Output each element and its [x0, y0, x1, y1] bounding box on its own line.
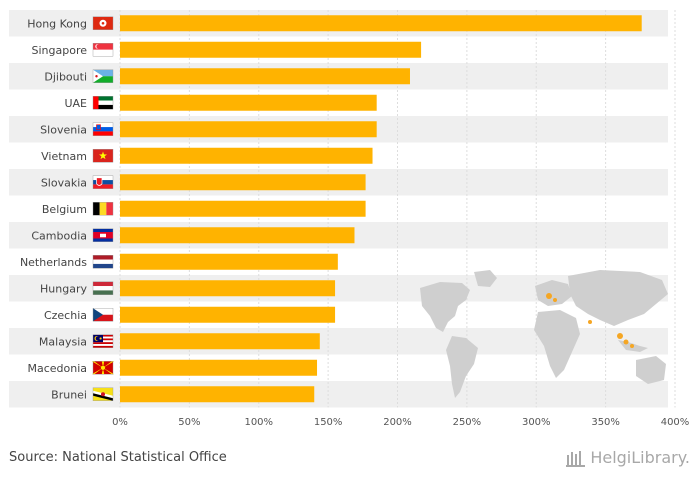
x-tick-label: 50%: [178, 417, 200, 428]
x-tick-label: 0%: [112, 417, 128, 428]
bar: [120, 333, 320, 350]
x-axis-ticks: 0% 50% 100% 150% 200% 250% 300% 350% 400%: [112, 417, 689, 428]
flags: [91, 16, 115, 401]
bar: [120, 41, 422, 58]
cambodia-flag-icon: [92, 228, 114, 242]
bar: [120, 280, 336, 297]
x-tick-label: 350%: [591, 417, 620, 428]
category-label: UAE: [64, 97, 87, 110]
belgium-flag-icon: [92, 202, 114, 216]
category-label: Slovenia: [40, 123, 87, 136]
slovakia-flag-icon: [92, 175, 114, 189]
bar: [120, 306, 336, 323]
bar: [120, 121, 377, 138]
category-label: Singapore: [32, 44, 88, 57]
library-icon: [566, 450, 586, 467]
uae-flag-icon: [92, 96, 114, 110]
category-label: Czechia: [44, 309, 87, 322]
brunei-flag-icon: [92, 387, 114, 401]
bar: [120, 200, 366, 217]
djibouti-flag-icon: [92, 69, 114, 83]
malaysia-flag-icon: [92, 334, 114, 348]
category-label: Cambodia: [31, 229, 87, 242]
x-tick-label: 200%: [383, 417, 412, 428]
source-note: Source: National Statistical Office: [9, 450, 227, 465]
bar: [120, 15, 642, 32]
category-label: Macedonia: [27, 362, 87, 375]
bars: [120, 15, 642, 403]
brand-logo: HelgiLibrary.: [566, 448, 690, 467]
bar: [120, 68, 410, 85]
x-tick-label: 150%: [314, 417, 343, 428]
world-map-icon: [420, 270, 668, 398]
bar: [120, 147, 373, 164]
category-label: Belgium: [42, 203, 87, 216]
bar: [120, 227, 355, 244]
vietnam-flag-icon: [92, 149, 114, 163]
category-label: Djibouti: [44, 70, 87, 83]
row-band: [9, 381, 668, 408]
netherlands-flag-icon: [92, 255, 114, 269]
brand-name: HelgiLibrary.: [590, 448, 690, 467]
category-label: Netherlands: [20, 256, 87, 269]
x-tick-label: 250%: [453, 417, 482, 428]
x-tick-label: 400%: [661, 417, 690, 428]
bar: [120, 94, 377, 111]
category-label: Brunei: [51, 388, 87, 401]
bar: [120, 174, 366, 191]
macedonia-flag-icon: [91, 361, 115, 375]
category-label: Hungary: [40, 282, 87, 295]
category-label: Malaysia: [39, 335, 87, 348]
category-label: Slovakia: [41, 176, 87, 189]
category-label: Hong Kong: [27, 17, 87, 30]
x-tick-label: 100%: [244, 417, 273, 428]
category-labels: Hong Kong Singapore Djibouti UAE Slovenia Vie…: [20, 17, 88, 401]
category-label: Vietnam: [41, 150, 87, 163]
bar: [120, 386, 315, 403]
bar: [120, 359, 318, 376]
hungary-flag-icon: [92, 281, 114, 295]
slovenia-flag-icon: [92, 122, 114, 136]
hong-kong-flag-icon: [92, 16, 114, 30]
singapore-flag-icon: [92, 43, 114, 57]
bar: [120, 253, 338, 270]
x-tick-label: 300%: [522, 417, 551, 428]
czechia-flag-icon: [92, 308, 114, 322]
